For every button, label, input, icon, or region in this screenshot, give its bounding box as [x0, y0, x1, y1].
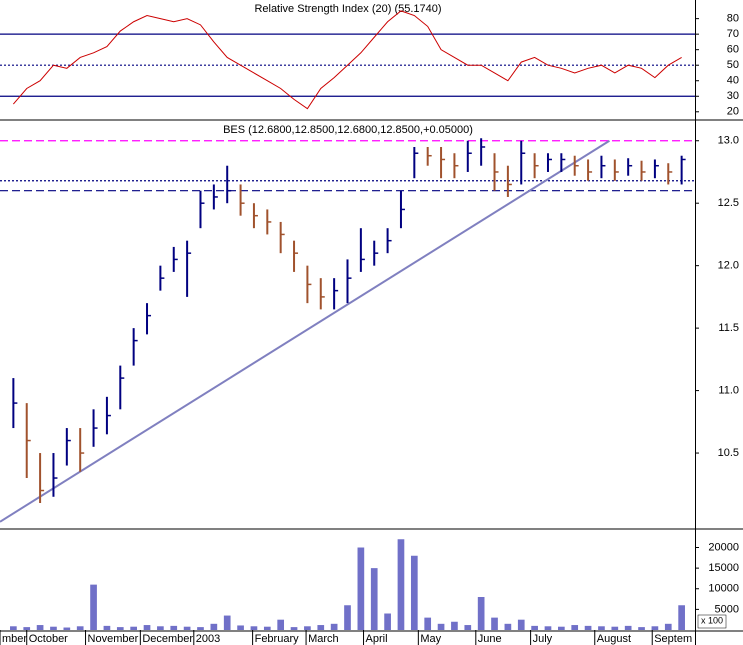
volume-bar	[357, 547, 365, 630]
price-title: BES (12.6800,12.8500,12.6800,12.8500,+0.…	[223, 124, 473, 136]
volume-bar	[290, 627, 298, 630]
volume-bar	[237, 625, 244, 630]
volume-bar	[504, 623, 512, 630]
y-tick-label: 60	[727, 44, 739, 56]
y-tick-label: 30	[727, 90, 739, 102]
y-tick-label: 12.0	[718, 260, 739, 272]
volume-bar	[263, 626, 271, 630]
x-tick-label: October	[29, 633, 68, 645]
volume-bar	[130, 626, 137, 630]
volume-bar	[183, 626, 191, 630]
volume-bar	[598, 626, 605, 630]
volume-bar	[584, 625, 592, 630]
y-tick-label: 20000	[708, 541, 739, 553]
x-tick-label: July	[533, 633, 553, 645]
y-tick-label: 20	[727, 106, 739, 118]
y-tick-label: 50	[727, 59, 739, 71]
x-tick-label: mber	[2, 633, 27, 645]
volume-bar	[410, 555, 418, 630]
volume-bar	[611, 626, 619, 630]
volume-bar	[63, 627, 71, 630]
volume-bar	[664, 623, 672, 630]
volume-bar	[210, 623, 218, 630]
volume-bar	[451, 621, 458, 630]
volume-bar	[36, 625, 44, 630]
volume-bar	[50, 626, 57, 630]
volume-bar	[517, 619, 525, 630]
volume-bar	[638, 627, 645, 630]
y-tick-label: 40	[727, 75, 739, 87]
x-tick-label: February	[255, 633, 300, 645]
volume-bar	[90, 584, 97, 630]
x-tick-label: November	[88, 633, 139, 645]
x-tick-label: June	[478, 633, 502, 645]
volume-bar	[558, 626, 565, 630]
volume-bar	[544, 626, 552, 630]
volume-bar	[317, 625, 325, 630]
volume-bar	[143, 625, 151, 630]
volume-bar	[197, 627, 204, 630]
unit-label: x 100	[701, 615, 723, 625]
volume-bar	[384, 613, 391, 630]
volume-bar	[223, 615, 231, 630]
volume-bar	[250, 626, 258, 630]
volume-bar	[157, 626, 164, 630]
x-tick-label: April	[366, 633, 388, 645]
y-tick-label: 10000	[708, 583, 739, 595]
unit-box	[697, 614, 727, 629]
y-tick-label: 11.5	[718, 322, 739, 334]
volume-bar	[397, 539, 405, 630]
volume-bar	[344, 605, 351, 630]
y-tick-label: 12.5	[718, 197, 739, 209]
volume-bar	[437, 623, 445, 630]
volume-bar	[116, 627, 124, 630]
volume-bar	[23, 627, 31, 630]
volume-bar	[491, 617, 498, 630]
volume-bar	[170, 625, 178, 630]
volume-bar	[424, 617, 432, 630]
volume-bar	[477, 597, 485, 630]
x-tick-label: May	[420, 633, 441, 645]
rsi-title: Relative Strength Index (20) (55.1740)	[254, 3, 441, 15]
volume-bar	[624, 625, 632, 630]
rsi-line	[12, 10, 682, 110]
volume-bar	[651, 626, 659, 630]
trend-line	[0, 139, 610, 523]
y-tick-label: 80	[727, 13, 739, 25]
x-tick-label: March	[308, 633, 339, 645]
x-tick-label: August	[597, 633, 631, 645]
y-tick-label: 11.0	[718, 384, 739, 396]
volume-bar	[10, 626, 17, 630]
volume-bar	[571, 625, 579, 630]
x-tick-label: 2003	[196, 633, 220, 645]
y-tick-label: 10.5	[718, 447, 739, 459]
volume-bar	[531, 625, 538, 630]
volume-bar	[304, 626, 311, 630]
y-tick-label: 5000	[715, 603, 739, 615]
y-tick-label: 70	[727, 28, 739, 40]
y-tick-label: 15000	[708, 562, 739, 574]
volume-bar	[678, 605, 685, 630]
x-tick-label: Septem	[654, 633, 692, 645]
volume-bar	[103, 625, 111, 630]
volume-bar	[370, 568, 378, 630]
volume-bar	[277, 619, 285, 630]
volume-bar	[464, 625, 472, 630]
volume-bar	[76, 626, 84, 630]
x-tick-label: December	[142, 633, 193, 645]
volume-bar	[330, 623, 338, 630]
y-tick-label: 13.0	[718, 135, 739, 147]
